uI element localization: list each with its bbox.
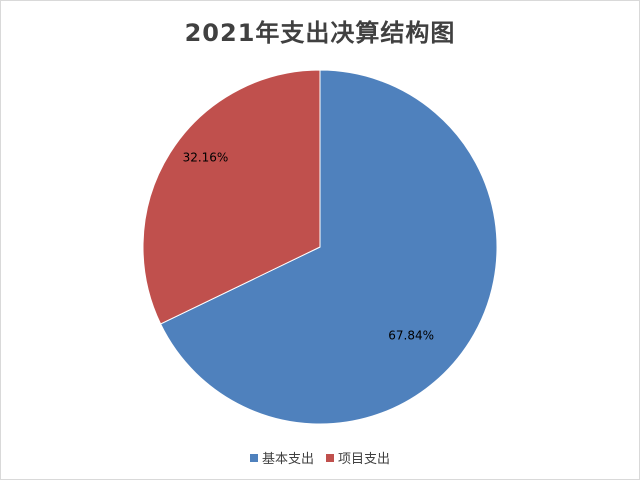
legend-label-project: 项目支出	[338, 452, 391, 467]
chart-title: 2021年支出决算结构图	[184, 19, 456, 47]
legend-swatch-basic	[249, 453, 258, 462]
legend-item-basic: 基本支出	[249, 448, 314, 467]
data-label-basic: 67.84%	[388, 329, 434, 343]
legend: 基本支出 项目支出	[1, 448, 639, 467]
legend-swatch-project	[326, 453, 334, 462]
data-label-project: 32.16%	[183, 150, 229, 164]
legend-item-project: 项目支出	[326, 448, 390, 467]
slice-basic-expenditure	[159, 69, 498, 425]
legend-label-basic: 基本支出	[261, 452, 314, 467]
slice-project-expenditure	[142, 69, 321, 325]
